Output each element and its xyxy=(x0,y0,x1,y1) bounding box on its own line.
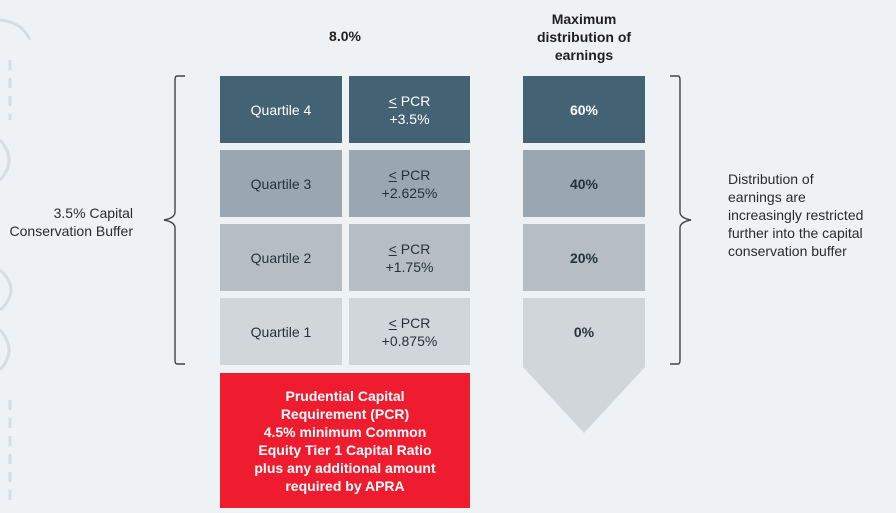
pcr-line3: 4.5% minimum Common xyxy=(263,423,427,440)
quartile-3-plus: +2.625% xyxy=(381,184,438,201)
left-note-line1: 3.5% Capital xyxy=(53,205,133,221)
rate-header: 8.0% xyxy=(329,28,361,44)
right-brace xyxy=(670,75,692,365)
distribution-restriction-note: Distribution of earnings are increasingl… xyxy=(728,170,893,260)
right-note-line4: further into the capital xyxy=(728,225,863,241)
quartile-3-pcr: PCR xyxy=(396,166,431,183)
quartile-2-threshold: < PCR +1.75% xyxy=(349,224,470,291)
quartile-2-max-distribution: 20% xyxy=(523,224,645,291)
pcr-box: Prudential Capital Requirement (PCR) 4.5… xyxy=(220,373,470,508)
quartile-1-max-distribution: 0% xyxy=(573,323,595,340)
distribution-arrow xyxy=(523,298,645,433)
quartile-4-threshold: < PCR +3.5% xyxy=(349,76,470,143)
quartile-3-max-distribution: 40% xyxy=(523,150,645,217)
quartile-3-le-sign: < xyxy=(388,166,397,183)
quartile-2-label: Quartile 2 xyxy=(220,224,342,291)
pcr-line2: Requirement (PCR) xyxy=(280,405,410,422)
pcr-line4: Equity Tier 1 Capital Ratio xyxy=(258,441,432,458)
left-brace xyxy=(163,75,185,365)
pcr-line1: Prudential Capital xyxy=(285,387,405,404)
quartile-1-plus: +0.875% xyxy=(381,332,438,349)
quartile-3-threshold: < PCR +2.625% xyxy=(349,150,470,217)
quartile-1-label: Quartile 1 xyxy=(220,298,342,365)
quartile-1-pcr: PCR xyxy=(396,314,431,331)
quartile-4-pcr: PCR xyxy=(396,92,431,109)
right-note-line5: conservation buffer xyxy=(728,243,847,259)
quartile-3-label: Quartile 3 xyxy=(220,150,342,217)
right-note-line1: Distribution of xyxy=(728,171,814,187)
pcr-line6: required by APRA xyxy=(285,477,405,494)
quartile-4-max-distribution: 60% xyxy=(523,76,645,143)
quartile-1-le-sign: < xyxy=(388,314,397,331)
max-distribution-header-line3: earnings xyxy=(554,47,614,63)
background-watermark xyxy=(0,18,32,500)
quartile-4-label: Quartile 4 xyxy=(220,76,342,143)
quartile-1-threshold: < PCR +0.875% xyxy=(349,298,470,365)
max-distribution-header-line2: distribution of xyxy=(536,29,632,45)
capital-conservation-buffer-label: 3.5% Capital Conservation Buffer xyxy=(0,204,133,240)
quartile-4-plus: +3.5% xyxy=(389,110,430,127)
max-distribution-header: Maximum distribution of earnings xyxy=(514,10,654,64)
right-note-line2: earnings are xyxy=(728,189,806,205)
quartile-2-le-sign: < xyxy=(388,240,397,257)
quartile-2-pcr: PCR xyxy=(396,240,431,257)
pcr-line5: plus any additional amount xyxy=(254,459,436,476)
quartile-2-plus: +1.75% xyxy=(385,258,434,275)
max-distribution-header-line1: Maximum xyxy=(551,11,617,27)
quartile-4-le-sign: < xyxy=(388,92,397,109)
right-note-line3: increasingly restricted xyxy=(728,207,864,223)
left-note-line2: Conservation Buffer xyxy=(9,223,133,239)
